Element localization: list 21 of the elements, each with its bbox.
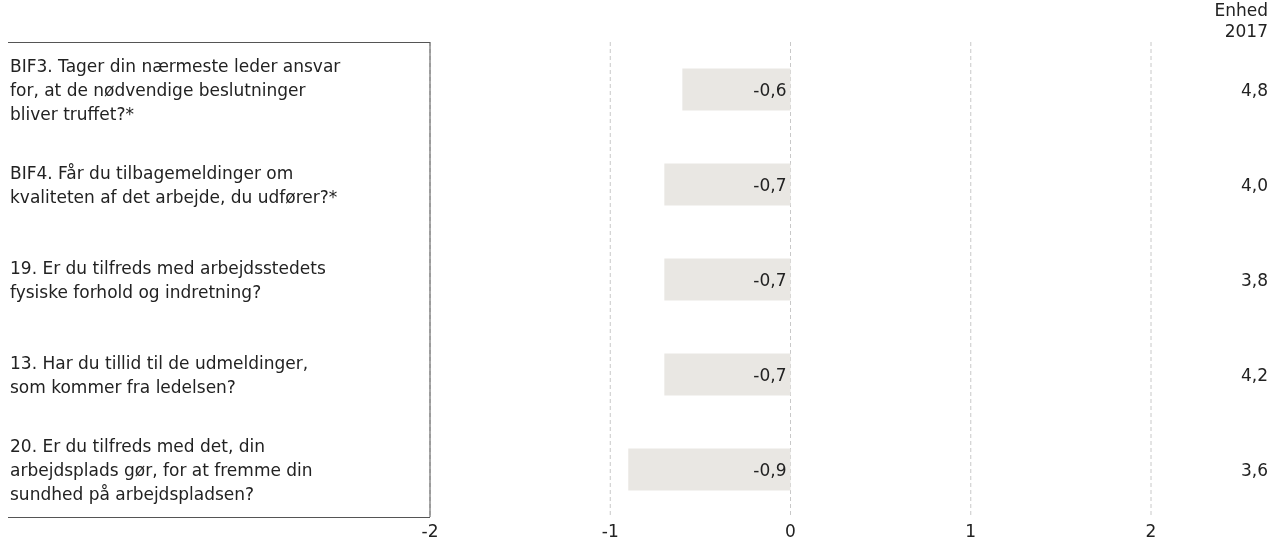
data-label: -0,7	[753, 364, 787, 385]
text: 3,6	[1240, 459, 1268, 480]
x-tick-label: -2	[421, 521, 439, 542]
text: 4,8	[1240, 79, 1268, 100]
x-tick-label: 0	[785, 521, 796, 542]
y-tick-label: 19. Er du tilfreds med arbejdsstedets fysiske forhold og indretning?	[10, 257, 326, 302]
y-tick-label: 13. Har du tillid til de udmeldinger, som kommer fra ledelsen?	[10, 352, 309, 397]
y-tick-label: 20. Er du tilfreds med det, din arbejdsplads gør, for at fremme din sundhed på arbejdspladsen?	[10, 435, 313, 504]
x-tick-label: -1	[601, 521, 619, 542]
text: 3,8	[1240, 269, 1268, 290]
y-tick-label: BIF3. Tager din nærmeste leder ansvar for, at de nødvendige beslutninger bliver truffet?*	[10, 55, 341, 124]
x-tick-label: 1	[965, 521, 977, 542]
data-label: -0,9	[753, 459, 787, 480]
y-tick-label: BIF4. Får du tilbagemeldinger om kvaliteten af det arbejde, du udfører?*	[10, 162, 338, 207]
data-label: -0,6	[753, 79, 787, 100]
data-label: -0,7	[753, 269, 787, 290]
text: 4,0	[1240, 174, 1268, 195]
data-label: -0,7	[753, 174, 787, 195]
text: 4,2	[1240, 364, 1268, 385]
text: Enhed 2017	[1213, 0, 1268, 42]
x-tick-label: 2	[1145, 521, 1157, 542]
